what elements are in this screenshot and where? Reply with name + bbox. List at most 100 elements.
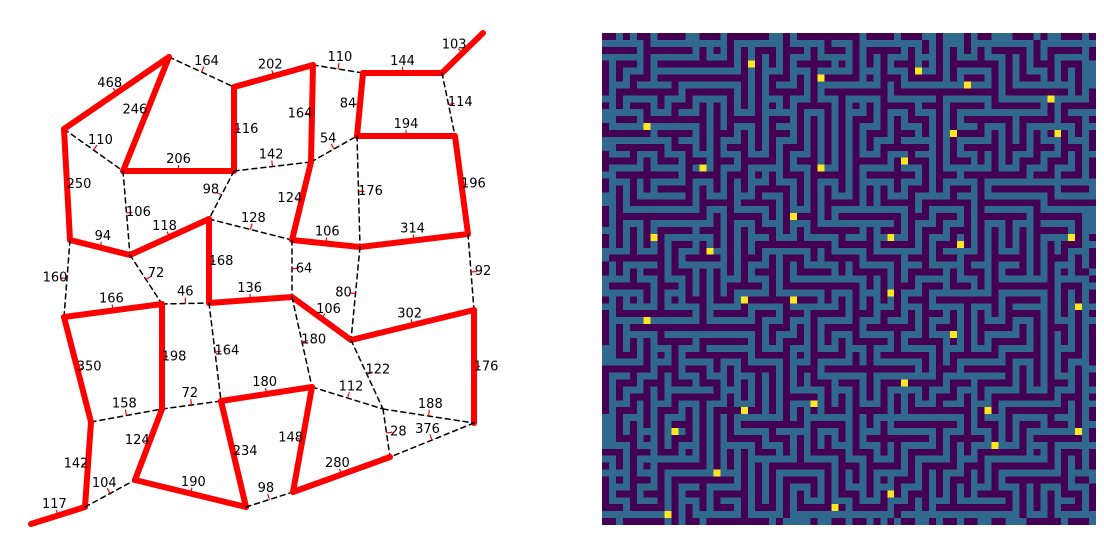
edge-weight-label: 110 [327,50,352,65]
maze-path-cell [915,206,923,214]
maze-path-cell [608,310,616,318]
maze-path-cell [1082,157,1090,165]
maze-path-cell [636,185,644,193]
maze-path-cell [1040,136,1062,144]
maze-path-cell [998,136,1006,144]
maze-path-cell [845,310,853,318]
maze-path-cell [678,351,686,359]
maze-path-cell [984,227,992,234]
maze-path-cell [1012,67,1020,75]
maze-path-cell [734,227,742,234]
maze-path-cell [998,303,1006,311]
maze-path-cell [664,469,714,477]
maze-path-cell [706,303,742,311]
maze-path-cell [706,53,728,61]
maze-path-cell [956,455,978,463]
maze-path-cell [984,282,992,290]
maze-path-cell [1040,310,1048,318]
maze-path-cell [720,289,728,297]
maze-path-cell [1012,421,1020,428]
maze-path-cell [762,254,769,262]
maze-path-cell [970,81,992,89]
maze-path-cell [1040,421,1048,428]
maze-path-cell [915,109,936,117]
maze-path-cell [1005,518,1027,525]
maze-path-cell [789,192,797,200]
maze-path-cell [775,337,783,345]
maze-path-cell [887,448,895,456]
maze-path-cell [845,476,853,484]
maze-path-cell [1040,247,1048,255]
maze-path-cell [1082,74,1096,82]
maze-path-cell [984,455,1048,463]
maze-path-cell [956,317,964,325]
maze-path-cell [608,462,616,470]
maze-path-cell [887,275,895,283]
maze-path-cell [636,441,658,449]
edge-weight-label: 84 [340,96,357,111]
maze-path-cell [942,490,950,498]
maze-path-cell [650,462,658,470]
maze-path-cell [720,33,728,40]
maze-marker-cell [650,233,658,241]
maze-path-cell [748,247,756,255]
maze-path-cell [1040,358,1048,366]
maze-path-cell [845,344,867,352]
maze-path-cell [762,372,769,380]
maze-path-cell [1068,74,1076,82]
maze-path-cell [859,33,867,40]
maze-path-cell [845,46,853,54]
maze-path-cell [608,220,616,228]
maze-path-cell [831,240,839,248]
maze-path-cell [859,358,867,366]
maze-path-cell [831,136,839,144]
maze-path-cell [1040,337,1048,345]
maze-path-cell [775,490,783,498]
maze-path-cell [636,497,658,505]
maze-path-cell [706,455,714,463]
maze-path-cell [901,254,909,262]
maze-path-cell [1054,53,1090,61]
maze-path-cell [942,185,950,193]
maze-path-cell [942,379,950,387]
maze-path-cell [602,136,672,144]
maze-path-cell [775,199,783,207]
maze-path-cell [970,227,978,234]
maze-path-cell [929,365,936,373]
edge-weight-label: 118 [152,219,177,234]
maze-path-cell [942,46,950,54]
maze-path-cell [901,483,923,491]
maze-path-cell [803,310,811,318]
maze-path-cell [678,490,686,498]
edge-weight-tick [338,468,343,475]
maze-path-cell [775,379,783,387]
maze-path-cell [650,296,658,304]
maze-path-cell [748,143,756,151]
maze-path-cell [859,351,867,359]
maze-path-cell [1026,365,1034,373]
maze-path-cell [803,171,811,179]
maze-path-cell [929,469,936,477]
edge-weight-label: 92 [475,264,492,279]
maze-path-cell [748,511,783,519]
maze-path-cell [998,407,1006,415]
maze-path-cell [1082,220,1096,228]
maze-path-cell [970,476,978,484]
maze-path-cell [678,136,700,144]
graph-edge [312,64,364,74]
edge-weight-tick [267,493,271,500]
edge-weight-label: 468 [97,76,122,91]
maze-path-cell [748,497,756,505]
maze-path-cell [762,324,769,331]
maze-path-cell [1012,60,1020,68]
maze-path-cell [748,136,756,144]
maze-path-cell [998,227,1006,234]
maze-path-cell [1012,136,1020,144]
maze-path-cell [608,164,644,172]
maze-path-cell [859,441,881,449]
maze-path-cell [887,192,909,200]
maze-path-cell [1068,483,1090,491]
maze-path-cell [706,344,756,352]
maze-path-cell [775,136,797,144]
maze-path-cell [1026,171,1034,179]
